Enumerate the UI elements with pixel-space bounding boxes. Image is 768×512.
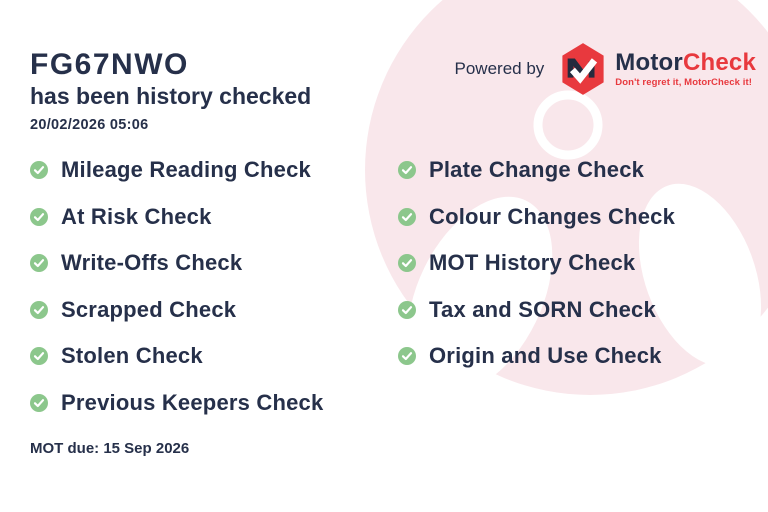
check-circle-icon [398, 254, 416, 273]
check-label: Previous Keepers Check [61, 389, 324, 415]
registration-plate: FG67NWO [30, 48, 189, 81]
check-label: Plate Change Check [429, 157, 645, 183]
check-circle-icon [398, 161, 416, 180]
checks-column-left: Mileage Reading Check At Risk Check Writ… [30, 147, 323, 426]
check-circle-icon [30, 393, 48, 412]
check-label: Mileage Reading Check [61, 157, 311, 183]
check-circle-icon [30, 254, 48, 273]
check-label: Scrapped Check [61, 296, 237, 322]
check-circle-icon [398, 207, 416, 226]
check-item-colour-changes: Colour Changes Check [398, 194, 675, 241]
check-item-mileage-reading: Mileage Reading Check [30, 147, 323, 194]
check-label: At Risk Check [61, 203, 212, 229]
history-checked-subtitle: has been history checked [30, 83, 312, 109]
check-circle-icon [30, 347, 48, 366]
check-item-tax-sorn: Tax and SORN Check [398, 287, 675, 334]
check-label: Stolen Check [61, 343, 203, 369]
mot-due-text: MOT due: 15 Sep 2026 [30, 440, 190, 457]
check-item-write-offs: Write-Offs Check [30, 240, 323, 287]
check-item-stolen: Stolen Check [30, 333, 323, 380]
brand-name-motor: Motor [615, 49, 683, 76]
powered-by-block: Powered by MotorCheck Don't regret it, M… [455, 42, 756, 96]
check-item-mot-history: MOT History Check [398, 240, 675, 287]
check-label: Colour Changes Check [429, 203, 676, 229]
brand-text: MotorCheck Don't regret it, MotorCheck i… [615, 50, 756, 89]
check-item-plate-change: Plate Change Check [398, 147, 675, 194]
check-item-scrapped: Scrapped Check [30, 287, 323, 334]
check-label: MOT History Check [429, 250, 636, 276]
check-circle-icon [30, 207, 48, 226]
check-circle-icon [398, 347, 416, 366]
check-circle-icon [30, 161, 48, 180]
checks-column-right: Plate Change Check Colour Changes Check … [398, 147, 675, 380]
check-label: Write-Offs Check [61, 250, 243, 276]
brand-name: MotorCheck [615, 50, 756, 76]
check-circle-icon [398, 300, 416, 319]
header: FG67NWO has been history checked 20/02/2… [30, 48, 311, 133]
check-timestamp: 20/02/2026 05:06 [30, 117, 149, 133]
brand-name-check: Check [682, 49, 756, 76]
check-item-at-risk: At Risk Check [30, 194, 323, 241]
check-circle-icon [30, 300, 48, 319]
check-item-previous-keepers: Previous Keepers Check [30, 380, 323, 427]
motorcheck-hexagon-logo-icon [562, 43, 604, 95]
brand-tagline: Don't regret it, MotorCheck it! [615, 77, 753, 88]
check-label: Origin and Use Check [429, 343, 662, 369]
check-item-origin-use: Origin and Use Check [398, 333, 675, 380]
powered-by-label: Powered by [454, 59, 545, 78]
check-label: Tax and SORN Check [429, 296, 656, 322]
